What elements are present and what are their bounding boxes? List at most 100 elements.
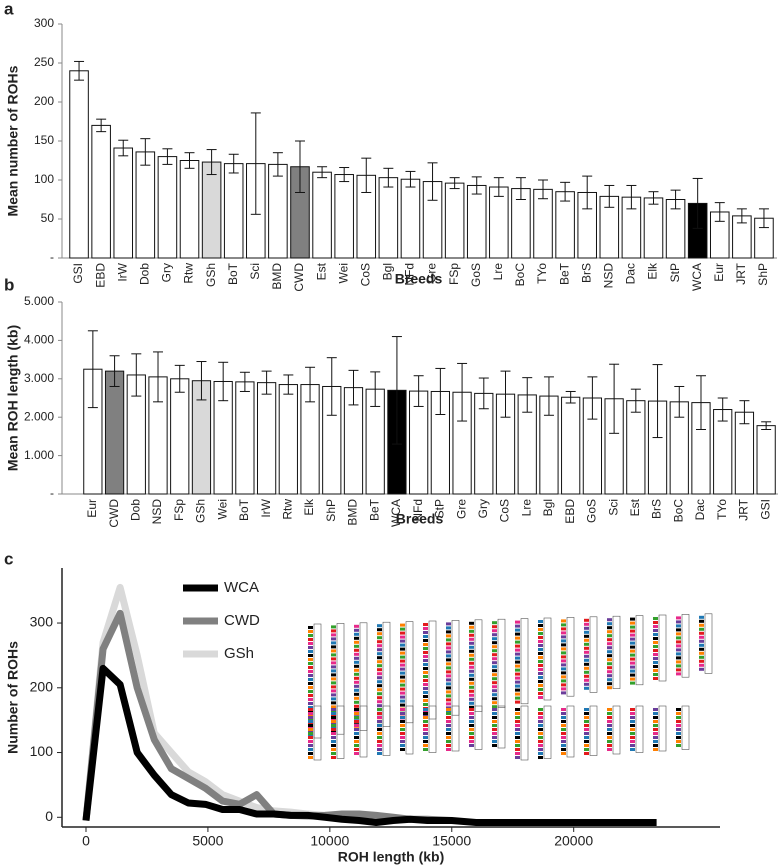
ideogram-band [331,732,336,735]
ideogram-band [607,642,612,646]
ideogram-band [377,744,382,747]
ideogram-band [538,620,543,623]
ideogram-band [377,636,382,640]
ideogram-band [584,622,589,626]
ideogram-band [653,728,658,731]
ideogram-band [331,677,336,681]
ideogram-band [377,644,382,648]
ideogram-band [308,732,313,735]
ideogram-band [492,649,497,653]
ideogram-band [561,643,566,647]
ideogram-band [515,744,520,747]
ideogram-band [308,678,313,681]
ideogram-band [354,624,359,628]
ideogram-band [492,645,497,649]
x-tick-label: Dob [128,499,142,521]
ideogram-band [653,744,658,747]
ideogram-band [538,740,543,743]
bar [734,411,755,495]
ideogram-band [492,641,497,645]
ideogram-band [630,681,635,685]
ideogram-band [515,700,520,704]
ideogram-band [515,708,520,711]
ideogram-band [377,676,382,680]
ideogram-band [584,634,589,638]
ideogram-band [469,625,474,629]
legend-label: CWD [224,612,260,629]
x-tick-label: Est [314,262,328,280]
ideogram-band [377,696,382,700]
bar [179,160,200,259]
ideogram-band [561,728,566,731]
ideogram-band [423,655,428,658]
ideogram-band [377,652,382,656]
ideogram-band [630,649,635,653]
ideogram-band [469,657,474,661]
ideogram-band [331,756,336,759]
ideogram-band [400,748,405,751]
ideogram-band [446,708,451,711]
ideogram-band [400,667,405,671]
x-tick-label: FSp [172,499,186,521]
ideogram-band [400,659,405,663]
ideogram-band [446,626,451,630]
ideogram-band [607,622,612,626]
ideogram-band [561,631,566,635]
ideogram-band [469,641,474,645]
ideogram-band [607,708,612,711]
ideogram-band [354,728,359,731]
ideogram-band [676,632,681,636]
ideogram-band [308,718,313,721]
ideogram-band [354,636,359,640]
ideogram-band [538,732,543,735]
ideogram [313,623,322,739]
ideogram-band [423,675,428,678]
ideogram-band [400,655,405,659]
ideogram-band [515,668,520,672]
ideogram-band [630,708,635,711]
ideogram-band [469,673,474,677]
ideogram-band [584,736,589,739]
ideogram-band [446,744,451,747]
y-tick-label: 100 [30,743,54,759]
x-tick-label: Rtw [182,263,196,284]
ideogram-band [377,632,382,636]
ideogram-band [538,652,543,655]
ideogram-band [630,653,635,657]
ideogram-band [492,633,497,637]
x-tick-label: StP [668,263,682,282]
ideogram-band [607,682,612,686]
ideogram-band [331,673,336,677]
ideogram-band [561,740,566,743]
ideogram-band [377,748,382,751]
ideogram-band [538,656,543,659]
ideogram-band [630,617,635,621]
ideogram-band [561,744,566,747]
ideogram-band [331,705,336,709]
x-tick-label: BoC [513,263,527,287]
ideogram-band [676,732,681,735]
ideogram-band [354,716,359,719]
ideogram-band [377,712,382,715]
line [82,664,657,826]
ideogram-band [308,722,313,725]
ideogram-band [561,716,566,719]
ideogram-band [515,692,520,696]
x-tick-label: BoC [671,499,685,523]
ideogram-band [469,669,474,673]
ideogram-band [607,732,612,735]
ideogram-band [423,639,428,642]
bar [104,370,125,495]
ideogram-band [538,636,543,639]
x-tick-label: ShP [324,499,338,522]
ideogram-band [331,720,336,723]
ideogram-band [607,646,612,650]
ideogram-band [676,712,681,715]
ideogram [451,705,460,752]
ideogram-band [446,740,451,743]
x-tick-label: Bgl [381,263,395,280]
ideogram-band [331,744,336,747]
ideogram-band [446,748,451,751]
ideogram-band [653,669,658,672]
ideogram-band [492,661,497,665]
